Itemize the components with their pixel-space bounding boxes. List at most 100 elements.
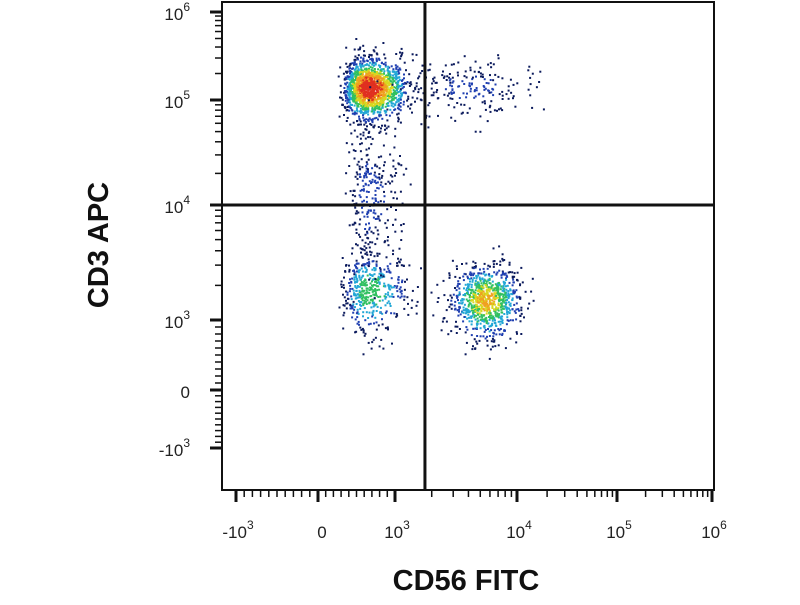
- data-point: [373, 202, 376, 205]
- data-point: [362, 58, 365, 61]
- data-point: [376, 93, 379, 95]
- data-point: [363, 93, 366, 96]
- data-point: [509, 302, 512, 305]
- data-point: [486, 294, 489, 297]
- data-point: [363, 123, 366, 126]
- data-point: [493, 109, 496, 112]
- data-point: [395, 74, 398, 77]
- data-point: [362, 281, 365, 284]
- data-point: [469, 280, 471, 283]
- data-point: [358, 110, 361, 113]
- data-point: [497, 288, 500, 291]
- data-point: [367, 109, 370, 112]
- data-point: [352, 311, 355, 314]
- data-point: [371, 94, 374, 97]
- data-point: [356, 270, 358, 273]
- data-point: [377, 233, 380, 236]
- data-point: [506, 306, 509, 309]
- data-point: [377, 80, 380, 82]
- data-point: [378, 272, 381, 275]
- data-point: [511, 297, 514, 300]
- data-point: [365, 311, 368, 314]
- data-point: [358, 85, 361, 88]
- data-point: [360, 142, 363, 145]
- data-point: [357, 86, 360, 89]
- data-point: [359, 65, 362, 68]
- data-point: [352, 189, 355, 192]
- data-point: [373, 108, 376, 111]
- data-point: [384, 222, 387, 225]
- data-point: [466, 317, 469, 320]
- data-point: [368, 289, 371, 292]
- data-point: [453, 106, 456, 109]
- data-point: [355, 99, 358, 102]
- data-point: [482, 290, 485, 293]
- data-point: [474, 280, 477, 282]
- data-point: [479, 290, 482, 293]
- data-point: [345, 172, 348, 175]
- data-point: [496, 307, 498, 310]
- data-point: [374, 267, 377, 270]
- data-point: [464, 308, 467, 311]
- data-point: [365, 128, 368, 131]
- data-point: [478, 284, 481, 287]
- data-point: [491, 302, 494, 305]
- data-point: [383, 70, 386, 73]
- data-point: [513, 275, 516, 278]
- x-tick-label: 0: [317, 523, 326, 542]
- data-point: [379, 104, 382, 107]
- data-point: [487, 264, 490, 267]
- data-point: [386, 326, 389, 329]
- data-point: [373, 74, 376, 77]
- data-point: [371, 63, 374, 66]
- data-point: [364, 252, 367, 255]
- data-point: [350, 108, 353, 111]
- data-point: [375, 264, 378, 267]
- data-point: [378, 173, 381, 176]
- data-point: [478, 287, 481, 290]
- data-point: [464, 70, 467, 73]
- data-point: [347, 84, 350, 87]
- data-point: [373, 267, 376, 269]
- data-point: [396, 314, 399, 317]
- data-point: [454, 325, 457, 328]
- data-point: [383, 164, 385, 167]
- data-point: [505, 288, 508, 291]
- data-point: [400, 264, 403, 267]
- data-point: [365, 63, 368, 66]
- data-point: [365, 101, 368, 104]
- data-point: [386, 119, 389, 122]
- data-point: [371, 302, 374, 305]
- data-point: [385, 132, 388, 135]
- data-point: [379, 276, 382, 279]
- data-point: [345, 290, 348, 293]
- data-point: [419, 72, 422, 75]
- data-point: [483, 270, 486, 273]
- data-point: [353, 104, 356, 107]
- data-point: [343, 114, 345, 116]
- data-point: [389, 174, 392, 177]
- data-point: [417, 77, 420, 80]
- data-point: [496, 109, 498, 112]
- data-point: [456, 309, 459, 312]
- data-point: [378, 73, 381, 76]
- data-point: [364, 121, 367, 123]
- data-point: [450, 91, 453, 94]
- data-point: [472, 301, 475, 304]
- data-point: [454, 119, 457, 122]
- data-point: [363, 334, 366, 337]
- data-point: [365, 223, 367, 226]
- data-point: [396, 83, 399, 86]
- data-point: [465, 262, 468, 265]
- data-point: [411, 289, 414, 292]
- data-point: [371, 280, 373, 283]
- data-point: [470, 289, 473, 292]
- data-point: [350, 132, 353, 135]
- data-point: [506, 284, 509, 287]
- data-point: [375, 294, 377, 296]
- data-point: [380, 70, 383, 73]
- data-point: [365, 289, 368, 292]
- data-point: [382, 170, 385, 172]
- data-point: [452, 63, 455, 66]
- data-point: [363, 215, 366, 218]
